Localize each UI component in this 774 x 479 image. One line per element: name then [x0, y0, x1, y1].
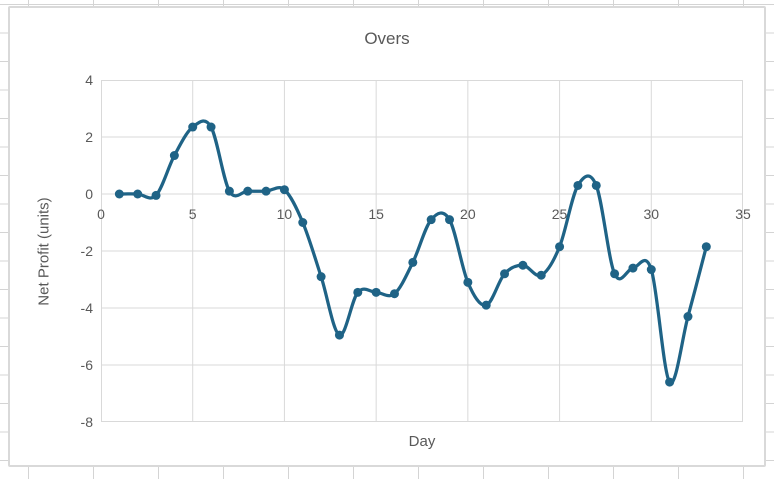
- y-tick-label: 0: [85, 186, 93, 202]
- data-point-marker: [683, 312, 693, 322]
- plot-area: [101, 80, 743, 422]
- data-point-marker: [646, 265, 656, 275]
- x-tick-label: 0: [97, 206, 105, 222]
- x-axis-title: Day: [408, 433, 436, 450]
- data-point-marker: [298, 218, 308, 227]
- chart-object[interactable]: Overs 4 2 0 -2 -4 -6 -8 0 5 10 15 20 25 30 35 Day Net …: [8, 6, 766, 467]
- data-point-marker: [353, 287, 363, 297]
- data-point-marker: [463, 277, 473, 287]
- x-tick-label: 10: [276, 206, 293, 222]
- data-point-marker: [206, 122, 216, 132]
- plot-border: [101, 80, 743, 422]
- data-point-marker: [628, 263, 638, 273]
- data-point-marker: [518, 260, 528, 270]
- data-point-marker: [151, 190, 161, 200]
- x-tick-label: 5: [188, 206, 197, 222]
- data-point-marker: [316, 272, 326, 282]
- data-point-marker: [188, 122, 198, 132]
- y-axis-title: Net Profit (units): [35, 197, 53, 306]
- y-tick-label: -2: [80, 243, 93, 259]
- data-point-marker: [555, 242, 565, 252]
- data-point-marker: [573, 180, 583, 190]
- x-tick-label: 15: [368, 206, 384, 222]
- data-point-marker: [224, 186, 234, 196]
- data-point-marker: [243, 186, 253, 196]
- chart-title: Overs: [364, 29, 410, 48]
- data-point-marker: [408, 257, 418, 267]
- x-tick-label: 25: [551, 206, 568, 222]
- y-tick-label: -6: [80, 357, 93, 373]
- series-line: [117, 119, 708, 385]
- data-point-marker: [445, 215, 455, 225]
- data-point-marker: [133, 189, 143, 199]
- data-point-marker: [279, 185, 289, 195]
- data-point-marker: [114, 189, 124, 199]
- x-tick-label: 20: [460, 206, 476, 222]
- data-point-marker: [334, 330, 344, 340]
- data-point-marker: [389, 289, 399, 299]
- y-tick-label: -8: [80, 414, 93, 430]
- data-point-marker: [261, 186, 271, 196]
- x-tick-label: 35: [735, 206, 751, 222]
- data-point-marker: [591, 180, 601, 190]
- data-point-marker: [610, 269, 620, 279]
- y-tick-label: 2: [85, 129, 93, 145]
- data-point-marker: [536, 270, 546, 280]
- y-tick-label: -4: [80, 300, 93, 316]
- data-point-marker: [500, 269, 510, 279]
- data-point-marker: [665, 377, 675, 387]
- data-point-marker: [426, 215, 436, 225]
- data-point-marker: [169, 151, 179, 161]
- y-tick-label: 4: [85, 72, 93, 88]
- data-point-marker: [481, 300, 491, 310]
- data-point-marker: [371, 287, 381, 297]
- data-point-marker: [701, 242, 711, 252]
- x-tick-label: 30: [643, 206, 660, 222]
